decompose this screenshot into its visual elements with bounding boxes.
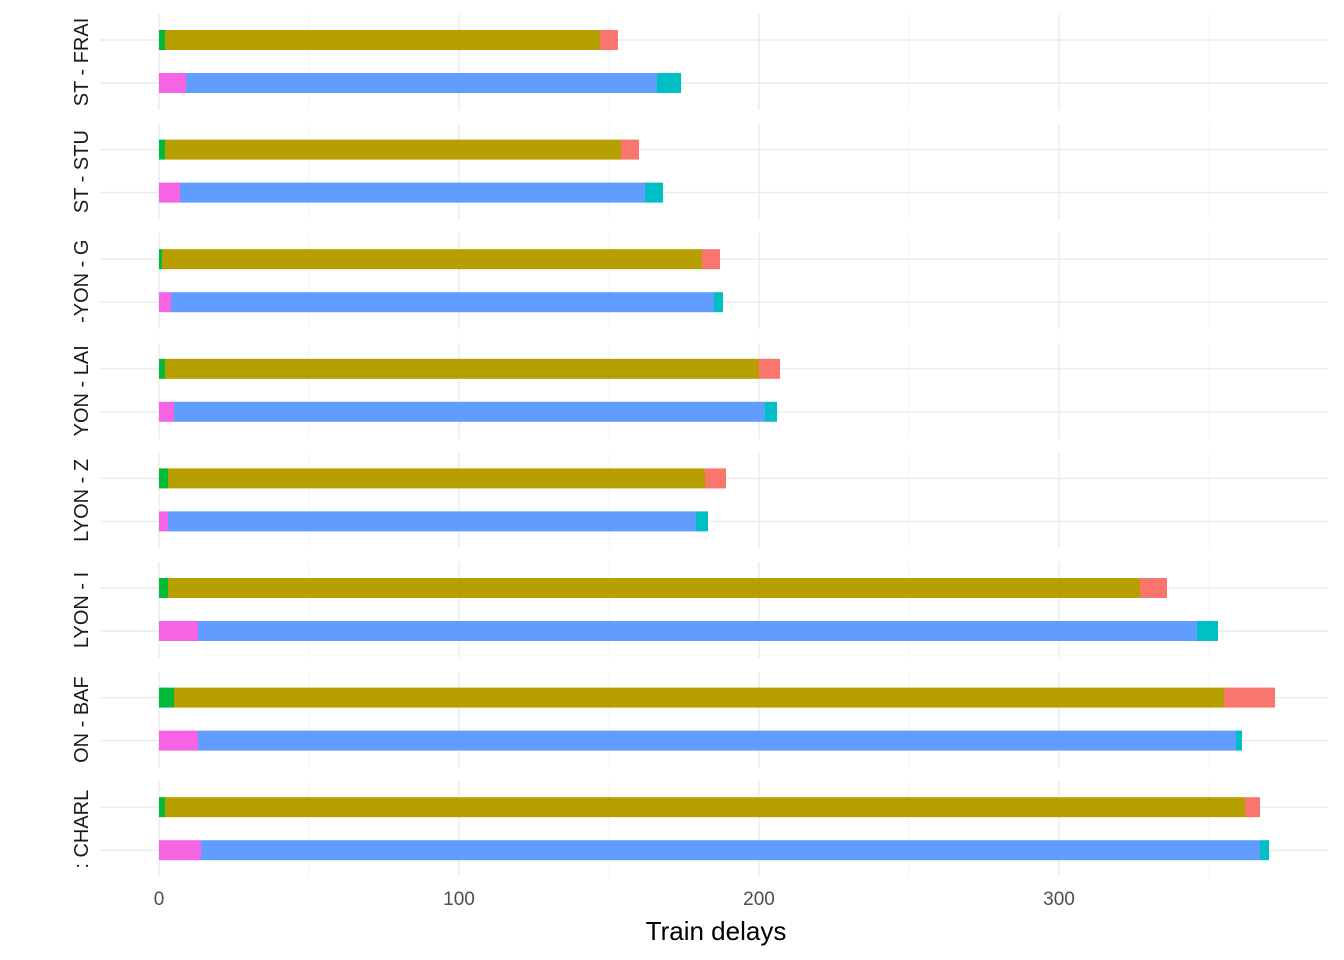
bar-row-a-segment-2 <box>174 687 1224 708</box>
bar-row-b-segment-3 <box>645 182 663 203</box>
bar-row-a-segment-2 <box>168 468 705 489</box>
facet-label: YON - LAI <box>71 345 93 436</box>
bar-row-b-segment-1 <box>159 182 180 203</box>
bar-row-b-segment-1 <box>159 730 198 751</box>
bar-row-a-segment-1 <box>159 468 168 489</box>
bar-row-b-segment-2 <box>198 730 1236 751</box>
facet-label: LYON - I <box>71 572 93 648</box>
x-axis-title: Train delays <box>646 916 787 946</box>
bar-row-a-segment-3 <box>1140 578 1167 598</box>
bar-row-b-segment-2 <box>180 182 645 203</box>
x-tick-label: 300 <box>1043 889 1075 910</box>
bar-row-b-segment-2 <box>186 73 657 93</box>
bar-row-b-segment-1 <box>159 840 201 861</box>
bar-row-b-segment-3 <box>714 292 723 313</box>
bar-row-a-segment-1 <box>159 578 168 598</box>
bar-row-b-segment-3 <box>765 401 777 422</box>
bar-row-a-segment-3 <box>621 139 639 160</box>
bar-row-b-segment-2 <box>171 292 714 313</box>
facet-label: -YON - G <box>71 240 93 323</box>
bar-row-a-segment-1 <box>159 30 165 50</box>
bar-row-a-segment-1 <box>159 249 162 270</box>
bar-row-b-segment-2 <box>174 401 765 422</box>
bar-row-b-segment-2 <box>198 621 1197 641</box>
x-tick-label: 100 <box>443 889 475 910</box>
bar-row-a-segment-2 <box>165 30 600 50</box>
bar-row-a-segment-2 <box>165 797 1245 818</box>
bar-row-a-segment-2 <box>165 139 621 160</box>
bar-row-a-segment-1 <box>159 358 165 379</box>
x-tick-label: 200 <box>743 889 775 910</box>
bar-row-b-segment-3 <box>1236 730 1242 751</box>
bar-row-b-segment-3 <box>1260 840 1269 861</box>
bar-row-a-segment-2 <box>168 578 1140 598</box>
bar-row-a-segment-1 <box>159 139 165 160</box>
bar-row-b-segment-2 <box>201 840 1260 861</box>
facet-label: ST - STU <box>71 130 93 213</box>
bar-row-b-segment-1 <box>159 292 171 313</box>
facet-label: : CHARL <box>71 790 93 869</box>
bar-row-a-segment-3 <box>1224 687 1275 708</box>
bar-row-a-segment-3 <box>702 249 720 270</box>
bar-row-b-segment-1 <box>159 73 186 93</box>
bar-row-b-segment-1 <box>159 511 168 532</box>
bar-row-a-segment-1 <box>159 797 165 818</box>
x-axis-ticks: 0 100 200 300 <box>154 889 1075 910</box>
bar-row-a-segment-3 <box>705 468 726 489</box>
bar-row-a-segment-3 <box>759 358 780 379</box>
bar-row-a-segment-3 <box>1245 797 1260 818</box>
bar-row-a-segment-2 <box>165 358 759 379</box>
bar-row-b-segment-3 <box>696 511 708 532</box>
bar-series <box>159 30 1275 861</box>
bar-row-a-segment-2 <box>162 249 702 270</box>
x-tick-label: 0 <box>154 889 165 910</box>
facet-label: ST - FRAI <box>71 18 93 107</box>
bar-row-a-segment-3 <box>600 30 618 50</box>
bar-row-b-segment-3 <box>657 73 681 93</box>
facet-label: LYON - Z <box>71 459 93 542</box>
facet-labels: ST - FRAI ST - STU -YON - G YON - LAI LYON -… <box>71 18 93 869</box>
facet-label: ON - BAF <box>71 676 93 763</box>
bar-row-a-segment-1 <box>159 687 174 708</box>
bar-row-b-segment-2 <box>168 511 696 532</box>
bar-row-b-segment-1 <box>159 401 174 422</box>
bar-row-b-segment-1 <box>159 621 198 641</box>
bar-row-b-segment-3 <box>1197 621 1218 641</box>
